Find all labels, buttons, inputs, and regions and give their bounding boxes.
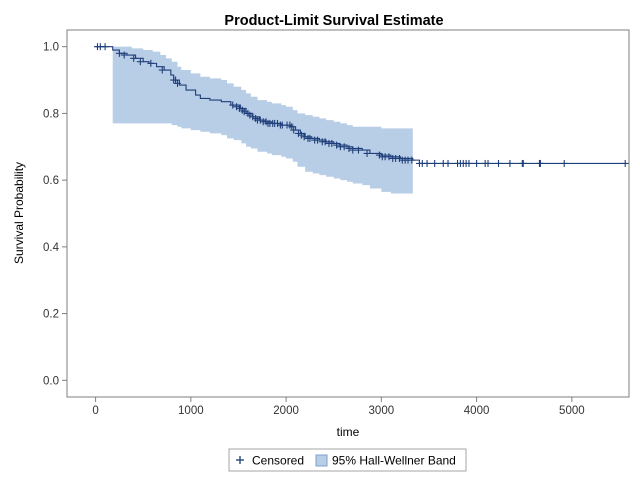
y-tick-label: 0.4 [43,242,60,254]
censored-marker [130,54,138,62]
censored-marker [473,159,481,167]
censored-marker [519,159,527,167]
censored-marker [363,149,371,157]
plot-frame [66,29,630,398]
y-tick-label: 1.0 [43,42,59,54]
chart-title: Product-Limit Survival Estimate [224,13,443,29]
y-tick-label: 0.8 [43,108,59,120]
legend-frame [228,448,467,472]
legend: Censored 95% Hall-Wellner Band [228,448,467,472]
censored-marker [465,159,473,167]
censored-marker [321,138,329,146]
censored-marker [173,79,181,87]
x-axis: 0 1000 2000 3000 4000 5000 [92,397,585,417]
legend-censored-marker [236,456,244,464]
y-tick-label: 0.2 [43,309,59,321]
censored-marker [345,144,353,152]
censored-marker [385,153,393,161]
censored-marker [536,159,544,167]
censored-marker [120,51,128,59]
censored-markers-layer [93,43,629,167]
legend-censored-label: Censored [252,454,304,468]
y-tick-label: 0.0 [43,375,59,387]
censored-marker [229,101,237,109]
censored-marker [560,159,568,167]
censored-marker [495,159,503,167]
censored-marker [506,159,514,167]
censored-marker [290,126,298,134]
censored-marker [136,58,144,66]
x-tick-label: 4000 [464,405,490,417]
y-axis-label: Survival Probability [12,162,26,264]
censored-marker [240,108,248,116]
censored-marker [115,49,123,57]
x-tick-label: 0 [92,405,98,417]
censored-marker [340,143,348,151]
x-axis-label: time [337,425,360,439]
x-tick-label: 3000 [369,405,395,417]
censored-marker [408,156,416,164]
censored-marker [314,136,322,144]
x-tick-label: 1000 [178,405,204,417]
y-tick-label: 0.6 [43,175,59,187]
censored-marker [333,141,341,149]
y-axis: 0.0 0.2 0.4 0.6 0.8 1.0 [43,42,67,387]
censored-marker [423,159,431,167]
censored-marker [101,43,109,51]
censored-marker [354,146,362,154]
censored-marker [147,59,155,67]
censored-marker [484,159,492,167]
x-tick-label: 2000 [273,405,299,417]
censored-marker [328,139,336,147]
legend-band-swatch [315,454,328,467]
censored-marker [621,159,629,167]
x-tick-label: 5000 [559,405,585,417]
censored-marker [444,159,452,167]
censored-marker [431,159,439,167]
censored-marker [306,134,314,142]
censored-marker [158,66,166,74]
legend-band-label: 95% Hall-Wellner Band [332,454,456,468]
censored-marker [300,133,308,141]
